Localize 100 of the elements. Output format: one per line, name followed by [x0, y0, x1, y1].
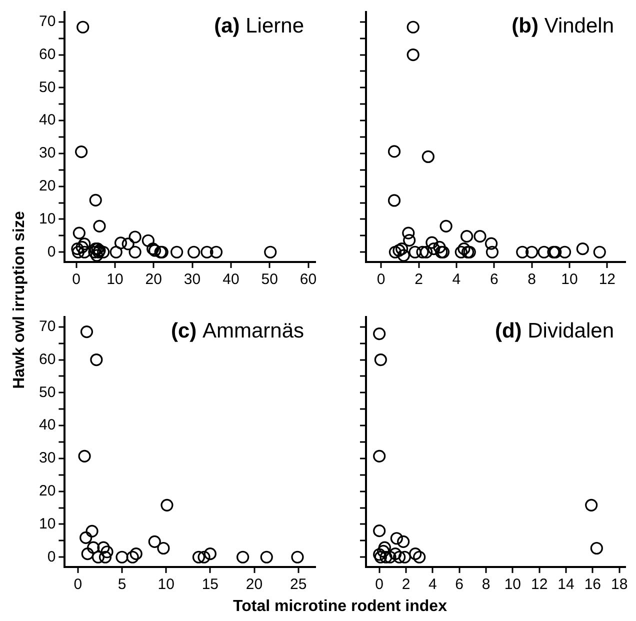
- y-tick-label: 60: [38, 46, 56, 63]
- y-tick-label: 70: [38, 318, 56, 336]
- point: [422, 150, 434, 164]
- point: [264, 246, 277, 258]
- chart-title: (d) Dividalen: [494, 319, 614, 342]
- x-tick-label: 5: [118, 576, 126, 594]
- point: [71, 242, 84, 256]
- x-axis-title: Total microtine rodent index: [233, 598, 447, 616]
- point: [458, 242, 470, 256]
- point: [374, 353, 387, 366]
- point: [188, 246, 200, 258]
- point: [377, 544, 390, 558]
- point: [72, 226, 86, 240]
- point: [291, 550, 304, 564]
- x-tick-label: 4: [452, 271, 461, 288]
- point: [374, 550, 387, 564]
- point: [474, 230, 486, 243]
- point: [157, 542, 170, 555]
- point: [75, 146, 88, 158]
- point: [148, 535, 161, 548]
- x-tick-label: 14: [558, 576, 574, 594]
- point: [380, 550, 392, 564]
- point: [76, 240, 88, 254]
- point: [89, 194, 102, 206]
- point: [460, 230, 474, 243]
- point: [236, 550, 250, 564]
- point: [392, 244, 406, 257]
- point: [428, 242, 440, 256]
- y-tick-label: 20: [38, 482, 56, 500]
- point: [260, 550, 273, 564]
- x-tick-label: 2: [402, 576, 410, 594]
- y-tick-label: 40: [38, 416, 56, 434]
- point: [93, 220, 106, 232]
- point: [388, 246, 402, 258]
- x-tick-label: 40: [222, 271, 240, 288]
- point: [395, 242, 408, 256]
- point: [80, 531, 92, 544]
- x-tick-label: 60: [300, 271, 317, 288]
- point: [593, 246, 606, 258]
- point: [426, 236, 438, 249]
- point: [373, 327, 386, 340]
- point: [97, 246, 110, 258]
- x-tick-label: 0: [74, 576, 82, 594]
- y-tick-label: 0: [47, 548, 56, 566]
- point: [516, 246, 529, 258]
- point: [126, 550, 139, 564]
- x-tick-label: 50: [261, 271, 278, 288]
- point: [403, 234, 416, 247]
- chart-title: (c) Ammarnäs: [170, 319, 304, 342]
- x-tick-label: 10: [561, 271, 578, 288]
- y-tick-label: 0: [47, 243, 56, 260]
- point: [389, 548, 402, 560]
- y-tick-label: 30: [38, 144, 56, 162]
- x-tick-label: 2: [414, 271, 423, 288]
- point: [486, 246, 499, 258]
- point: [160, 498, 174, 512]
- point: [413, 550, 426, 564]
- point: [116, 550, 128, 564]
- point: [373, 548, 386, 561]
- point: [409, 548, 422, 560]
- point: [128, 246, 142, 258]
- point: [78, 238, 91, 250]
- point: [406, 48, 420, 62]
- point: [397, 535, 410, 548]
- point: [416, 246, 429, 258]
- y-tick-label: 10: [38, 515, 56, 532]
- point: [204, 548, 216, 560]
- x-tick-label: 10: [504, 576, 522, 594]
- point: [97, 541, 110, 554]
- point: [454, 246, 468, 258]
- point: [558, 246, 572, 258]
- point: [110, 246, 122, 258]
- point: [420, 246, 433, 258]
- point: [525, 246, 538, 258]
- x-tick-label: 20: [246, 576, 263, 594]
- y-axis-title: Hawk owl irruption size: [11, 211, 29, 389]
- x-tick-label: 12: [598, 271, 616, 288]
- point: [78, 246, 91, 258]
- point: [576, 242, 589, 256]
- y-tick-label: 50: [38, 78, 56, 96]
- point: [590, 542, 603, 555]
- point: [402, 226, 415, 240]
- chart-title: (b) Vindeln: [512, 14, 614, 38]
- point: [92, 550, 104, 564]
- point: [406, 20, 420, 34]
- x-tick-label: 16: [584, 576, 602, 594]
- point: [128, 230, 142, 244]
- x-tick-label: 15: [202, 576, 219, 594]
- point: [373, 450, 386, 462]
- x-tick-label: 0: [72, 271, 80, 288]
- x-tick-label: 0: [376, 271, 386, 288]
- y-tick-label: 10: [38, 210, 56, 228]
- point: [538, 246, 550, 258]
- x-tick-label: 25: [290, 576, 307, 594]
- point: [100, 546, 114, 558]
- point: [200, 246, 214, 258]
- y-tick-label: 40: [38, 112, 56, 129]
- point: [72, 246, 85, 258]
- point: [484, 237, 498, 250]
- point: [433, 240, 446, 254]
